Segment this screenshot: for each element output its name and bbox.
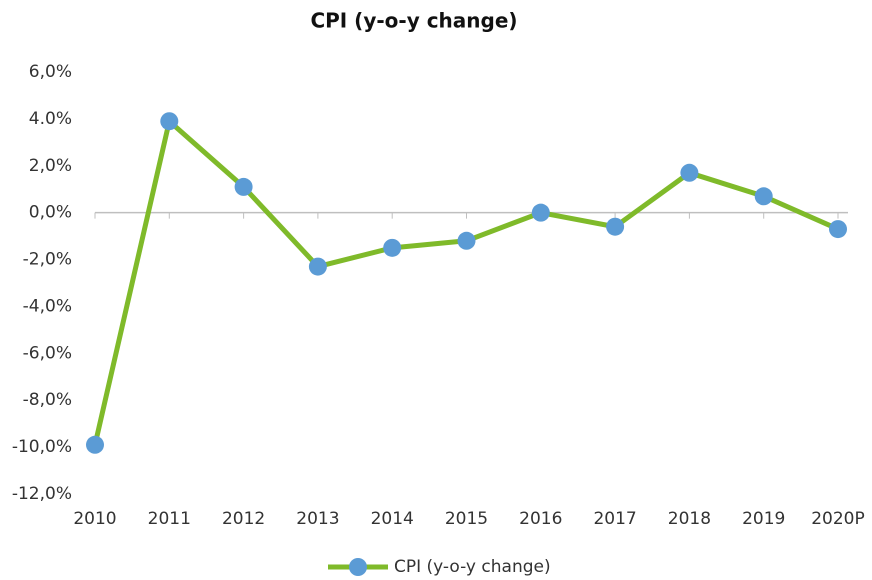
x-tick-label: 2010 [73,509,116,529]
data-point [531,203,550,222]
data-point [457,231,476,250]
x-tick-label: 2017 [593,509,636,529]
y-tick-label: 6,0% [29,62,72,82]
data-point [829,220,847,239]
y-tick-label: 4.0% [29,109,72,129]
x-tick-label: 2014 [371,509,414,529]
y-tick-label: -10,0% [12,437,72,457]
data-point [680,163,699,182]
chart-title: CPI (y-o-y change) [310,9,517,33]
legend-label: CPI (y-o-y change) [394,557,551,577]
y-tick-label: 2,0% [29,156,72,176]
x-tick-label: 2011 [148,509,191,529]
x-tick-label: 2019 [742,509,785,529]
y-tick-label: -2,0% [23,250,72,270]
x-tick-label: 2012 [222,509,265,529]
x-tick-label: 2013 [296,509,339,529]
y-tick-label: -12,0% [12,484,72,504]
data-point [160,112,179,131]
series-line [92,118,840,446]
legend-marker [349,558,367,576]
data-point [308,257,327,276]
x-tick-label: 2015 [445,509,488,529]
x-tick-label: 2016 [519,509,562,529]
y-tick-label: -8,0% [23,390,72,410]
x-tick-label: 2018 [668,509,711,529]
data-point [234,177,253,196]
y-tick-label: 0,0% [29,203,72,223]
y-tick-label: -4,0% [23,296,72,316]
data-point [86,435,104,454]
data-point [606,217,625,236]
y-tick-label: -6,0% [23,343,72,363]
x-tick-label: 2020P [811,509,865,529]
data-point [754,187,773,206]
data-point [383,238,402,257]
